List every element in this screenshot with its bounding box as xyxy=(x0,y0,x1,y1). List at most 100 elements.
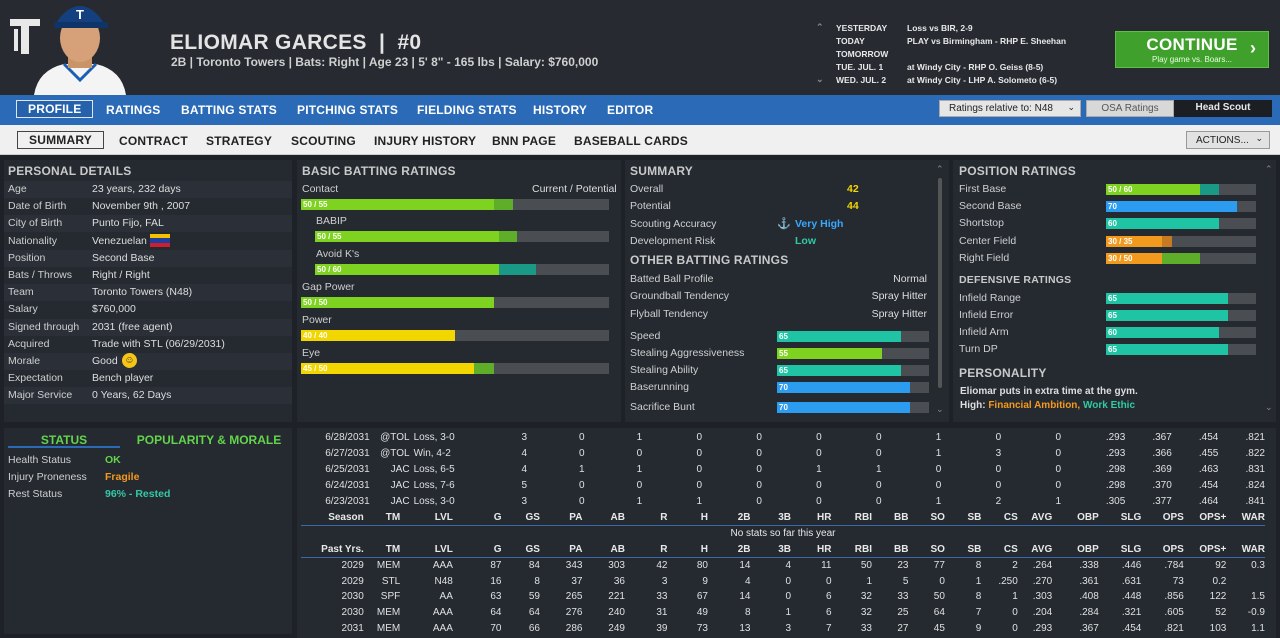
game-log-cell: Loss, 6-5 xyxy=(413,463,455,475)
past-season-cell: 2030 xyxy=(341,591,364,603)
past-season-cell: 33 xyxy=(897,591,909,603)
past-season-row[interactable]: 2029 MEM AAA 87 84 343 303 42 80 14 4 11 50 23 77 8 2 .26… xyxy=(301,557,1265,573)
summary-value: 44 xyxy=(847,200,859,213)
subtab-strategy[interactable]: STRATEGY xyxy=(206,134,273,148)
past-season-row[interactable]: 2031 MEM AAA 70 66 286 249 39 73 13 3 7 33 27 45 9 0 .293… xyxy=(301,621,1265,637)
personal-label: Bats / Throws xyxy=(8,269,72,281)
schedule-yesterday[interactable]: Loss vs BIR, 2-9 xyxy=(907,23,973,33)
past-season-cell: 36 xyxy=(613,575,625,587)
running-bar-current xyxy=(777,365,901,376)
defense-bar: 65 xyxy=(1106,310,1256,321)
batting-bar-value: 50 / 50 xyxy=(303,298,328,307)
personal-label: Expectation xyxy=(8,372,63,385)
past-season-cell: 4 xyxy=(744,575,751,587)
season-header-cell: BB xyxy=(872,510,909,527)
subtab-scouting[interactable]: SCOUTING xyxy=(291,134,356,148)
past-season-cell: AA xyxy=(439,591,453,603)
running-bar: 65 xyxy=(777,365,929,376)
past-season-cell: .821 xyxy=(1164,622,1184,634)
game-log-cell: 0 xyxy=(756,479,762,491)
tab-history[interactable]: HISTORY xyxy=(533,103,588,117)
subtab-injury-history[interactable]: INJURY HISTORY xyxy=(374,134,477,148)
past-season-cell: 63 xyxy=(490,591,502,603)
defensive-ratings-title: DEFENSIVE RATINGS xyxy=(959,274,1072,286)
tab-profile[interactable]: PROFILE xyxy=(16,100,94,118)
defense-bar-value: 65 xyxy=(1108,294,1117,303)
game-log-cell: 0 xyxy=(756,448,762,460)
schedule-today[interactable]: PLAY vs Birmingham - RHP E. Sheehan xyxy=(907,36,1067,46)
past-season-cell: 343 xyxy=(565,560,583,572)
game-log-cell: 6/28/2031 xyxy=(325,432,370,444)
chevron-right-icon: › xyxy=(1250,38,1256,58)
personal-value: Bench player xyxy=(92,372,154,385)
defense-label: Infield Range xyxy=(959,292,1021,304)
position-label: Center Field xyxy=(959,234,1017,247)
schedule-down-icon[interactable]: ⌄ xyxy=(816,74,824,84)
tab-ratings[interactable]: RATINGS xyxy=(106,103,161,117)
past-season-cell: 0 xyxy=(1012,622,1018,634)
past-season-row[interactable]: 2030 SPF AA 63 59 265 221 33 67 14 0 6 32 33 50 8 1 .303.… xyxy=(301,589,1265,605)
game-log-row: 6/25/2031 JAC Loss, 6-5 4 1 1 0 0 1 1 0 0 0 .298 .369.… xyxy=(301,462,1265,478)
personal-label: Position xyxy=(8,251,46,264)
tab-status[interactable]: STATUS xyxy=(8,430,120,448)
past-season-cell: .338 xyxy=(1079,560,1099,572)
personality-trait-1: Financial Ambition, xyxy=(988,400,1081,411)
tab-pitching-stats[interactable]: PITCHING STATS xyxy=(297,103,399,117)
tab-popularity-morale[interactable]: POPULARITY & MORALE xyxy=(136,433,282,447)
tab-batting-stats[interactable]: BATTING STATS xyxy=(181,103,277,117)
past-season-cell: 87 xyxy=(490,560,502,572)
schedule-wed[interactable]: at Windy City - LHP A. Solometo (6-5) xyxy=(907,75,1058,85)
game-log-cell: 0 xyxy=(579,479,585,491)
past-season-cell: 0.3 xyxy=(1251,560,1265,572)
scroll-up-icon[interactable]: ⌃ xyxy=(1265,164,1273,174)
actions-menu-button[interactable]: ACTIONS... ⌄ xyxy=(1186,131,1270,149)
tab-fielding-stats[interactable]: FIELDING STATS xyxy=(417,103,517,117)
past-season-cell: 16 xyxy=(490,575,502,587)
game-log-cell: 4 xyxy=(521,463,527,475)
continue-button[interactable]: CONTINUE Play game vs. Boars... › xyxy=(1115,31,1269,68)
season-header-cell: OPS xyxy=(1141,510,1184,527)
past-season-row[interactable]: 2029 STL N48 16 8 37 36 3 9 4 0 0 1 5 0 1 .250 .270 .361 .6… xyxy=(301,573,1265,589)
past-season-cell: 1.5 xyxy=(1251,591,1265,603)
past-season-cell: 33 xyxy=(860,622,872,634)
past-header-cell: R xyxy=(624,541,668,558)
personal-label: Major Service xyxy=(8,389,73,402)
scroll-up-icon[interactable]: ⌃ xyxy=(936,164,944,174)
past-season-row[interactable]: 2030 MEM AAA 64 64 276 240 31 49 8 1 6 32 25 64 7 0 .204.… xyxy=(301,605,1265,621)
subtab-baseball-cards[interactable]: BASEBALL CARDS xyxy=(574,134,688,148)
batting-bar-value: 40 / 40 xyxy=(303,331,328,340)
subtab-bnn-page[interactable]: BNN PAGE xyxy=(492,134,557,148)
subtab-contract[interactable]: CONTRACT xyxy=(119,134,188,148)
batting-ratings-panel: BASIC BATTING RATINGS Current / Potentia… xyxy=(297,160,621,422)
game-log-cell: .455 xyxy=(1198,448,1219,460)
game-log-cell: 0 xyxy=(579,495,585,507)
subtab-summary[interactable]: SUMMARY xyxy=(17,131,104,149)
other-value: Spray Hitter xyxy=(871,290,927,303)
past-season-cell: .454 xyxy=(1121,622,1142,634)
scroll-down-icon[interactable]: ⌄ xyxy=(1265,402,1273,412)
defense-bar-current xyxy=(1106,327,1219,338)
running-bar: 70 xyxy=(777,382,929,393)
tab-editor[interactable]: EDITOR xyxy=(607,103,654,117)
head-scout-button[interactable]: Head Scout xyxy=(1174,100,1272,117)
player-name: ELIOMAR GARCES | #0 xyxy=(170,31,422,54)
summary-scrollbar[interactable]: ⌃ ⌄ xyxy=(936,164,944,416)
ratings-relative-select[interactable]: Ratings relative to: N48 ⌄ xyxy=(939,100,1081,117)
scroll-down-icon[interactable]: ⌄ xyxy=(936,404,944,414)
game-log-cell: 0 xyxy=(696,448,703,460)
past-season-cell: 64 xyxy=(933,607,945,619)
past-season-cell: 1 xyxy=(975,575,982,587)
scroll-thumb[interactable] xyxy=(938,178,942,388)
personality-text: Eliomar puts in extra time at the gym. xyxy=(960,386,1138,397)
schedule-tue[interactable]: at Windy City - RHP O. Geiss (8-5) xyxy=(907,62,1044,72)
running-label: Baserunning xyxy=(630,381,689,393)
osa-ratings-button[interactable]: OSA Ratings xyxy=(1086,100,1174,117)
past-season-cell: 6 xyxy=(825,591,832,603)
schedule-up-icon[interactable]: ⌃ xyxy=(816,22,824,32)
past-season-cell: .204 xyxy=(1032,607,1053,619)
game-log-cell: 3 xyxy=(521,495,527,507)
past-season-cell: AAA xyxy=(432,622,453,634)
game-log-cell: .831 xyxy=(1245,463,1265,475)
game-log-cell: 0 xyxy=(1055,448,1062,460)
past-season-cell: 73 xyxy=(696,622,708,634)
